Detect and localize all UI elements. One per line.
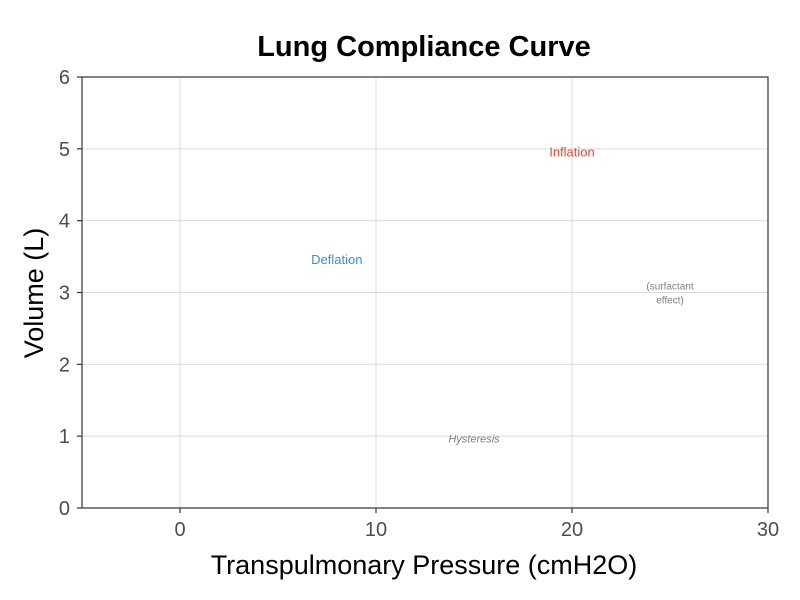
axis-ticks: 0 10 20 30 0 1 2 3 4 5 6 (59, 67, 779, 541)
x-tick-label: 0 (174, 519, 185, 541)
x-axis-title: Transpulmonary Pressure (cmH2O) (211, 550, 638, 580)
y-tick-label: 5 (59, 139, 70, 161)
annotations: Inflation Deflation (surfactant effect) Hyst… (311, 144, 694, 445)
y-tick-label: 0 (59, 498, 70, 520)
y-tick-label: 1 (59, 426, 70, 448)
x-tick-label: 30 (757, 519, 779, 541)
y-tick-label: 4 (59, 211, 70, 233)
y-tick-label: 6 (59, 67, 70, 89)
annotation-2: (surfactant effect) (646, 282, 693, 307)
annotation-3: Hysteresis (448, 433, 500, 445)
annotation-line: effect) (656, 296, 684, 307)
y-tick-label: 2 (59, 354, 70, 376)
y-tick-label: 3 (59, 283, 70, 305)
x-tick-label: 20 (561, 519, 583, 541)
annotation-line: (surfactant (646, 282, 693, 293)
annotation-0: Inflation (549, 144, 595, 159)
y-axis-title: Volume (L) (19, 228, 49, 359)
x-tick-label: 10 (365, 519, 387, 541)
annotation-1: Deflation (311, 252, 362, 267)
chart-title: Lung Compliance Curve (257, 31, 591, 63)
